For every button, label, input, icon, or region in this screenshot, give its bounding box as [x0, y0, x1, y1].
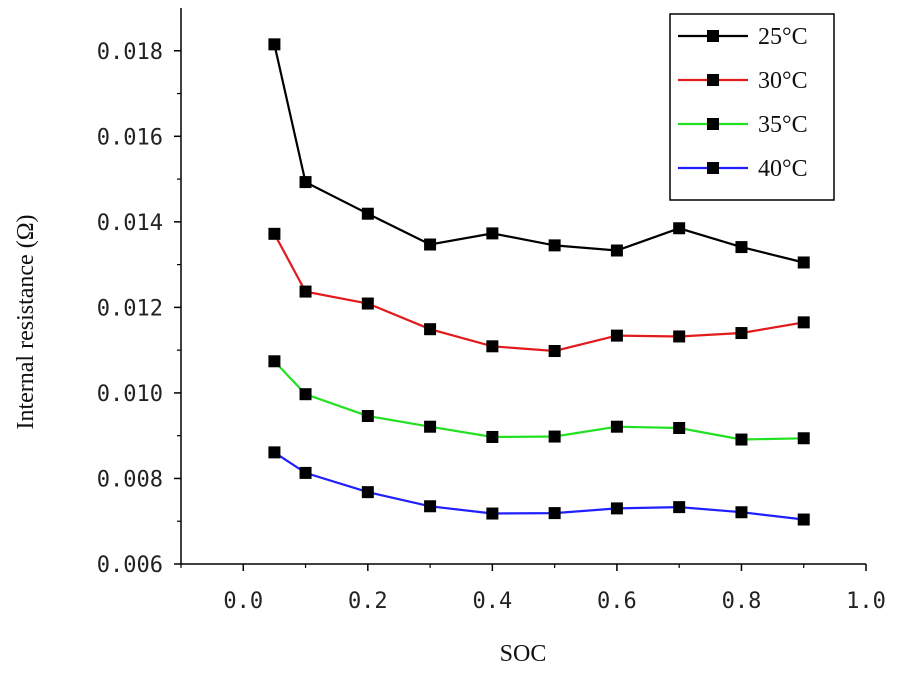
data-point [548, 430, 561, 443]
data-point [299, 176, 312, 189]
data-point [424, 238, 437, 251]
data-point [361, 207, 374, 220]
data-point [424, 323, 437, 336]
y-axis-title: Internal resistance (Ω) [13, 214, 39, 429]
y-tick-label: 0.018 [97, 40, 163, 65]
data-point [797, 316, 810, 329]
data-point [361, 486, 374, 499]
legend-box [669, 13, 835, 201]
y-tick-label: 0.008 [97, 467, 163, 492]
data-point [610, 329, 623, 342]
data-point [548, 507, 561, 520]
data-point [797, 513, 810, 526]
series-line [273, 360, 804, 441]
data-point [673, 421, 686, 434]
data-point [268, 227, 281, 240]
data-point [486, 507, 499, 520]
data-point [548, 345, 561, 358]
y-tick-label: 0.006 [97, 553, 163, 578]
series-layer [268, 38, 810, 526]
data-point [735, 241, 748, 254]
series-line [273, 44, 804, 264]
data-point [797, 432, 810, 445]
legend-marker [707, 30, 719, 42]
data-point [486, 430, 499, 443]
data-point [610, 244, 623, 257]
x-tick-label: 0.6 [597, 589, 637, 614]
data-point [673, 501, 686, 514]
y-tick-label: 0.012 [97, 296, 163, 321]
data-point [673, 222, 686, 235]
data-point [268, 446, 281, 459]
y-tick-label: 0.010 [97, 382, 163, 407]
legend-label: 40°C [758, 156, 808, 182]
data-point [361, 410, 374, 423]
series-25C [268, 38, 810, 269]
y-tick-label: 0.014 [97, 211, 163, 236]
series-40C [268, 446, 810, 526]
legend-marker [707, 74, 719, 86]
x-axis-ticks: 0.0 0.2 0.4 0.6 0.8 1.0 [180, 564, 886, 614]
data-point [268, 355, 281, 368]
data-point [735, 506, 748, 519]
legend: 25°C 30°C 35°C 40°C [669, 13, 835, 201]
x-tick-label: 0.2 [348, 589, 388, 614]
data-point [486, 227, 499, 240]
series-35C [268, 355, 810, 446]
data-point [268, 38, 281, 51]
legend-marker [707, 118, 719, 130]
data-point [735, 433, 748, 446]
legend-label: 25°C [758, 24, 808, 50]
data-point [486, 340, 499, 353]
x-tick-label: 0.8 [722, 589, 762, 614]
data-point [548, 239, 561, 252]
series-line [273, 451, 804, 521]
data-point [361, 297, 374, 310]
y-axis-ticks: 0.006 0.008 0.010 0.012 0.014 0.016 0.018 [97, 40, 181, 578]
x-tick-label: 1.0 [846, 589, 886, 614]
data-point [735, 327, 748, 340]
series-30C [268, 227, 810, 358]
data-point [424, 500, 437, 513]
data-point [299, 388, 312, 401]
x-axis-title: SOC [500, 641, 547, 667]
data-point [299, 285, 312, 298]
data-point [610, 502, 623, 515]
legend-marker [707, 162, 719, 174]
y-tick-label: 0.016 [97, 125, 163, 150]
data-point [424, 420, 437, 433]
legend-label: 30°C [758, 68, 808, 94]
data-point [610, 420, 623, 433]
data-point [673, 330, 686, 343]
series-line [273, 233, 804, 353]
legend-label: 35°C [758, 112, 808, 138]
x-tick-label: 0.4 [472, 589, 512, 614]
data-point [797, 256, 810, 269]
data-point [299, 466, 312, 479]
x-tick-label: 0.0 [223, 589, 263, 614]
